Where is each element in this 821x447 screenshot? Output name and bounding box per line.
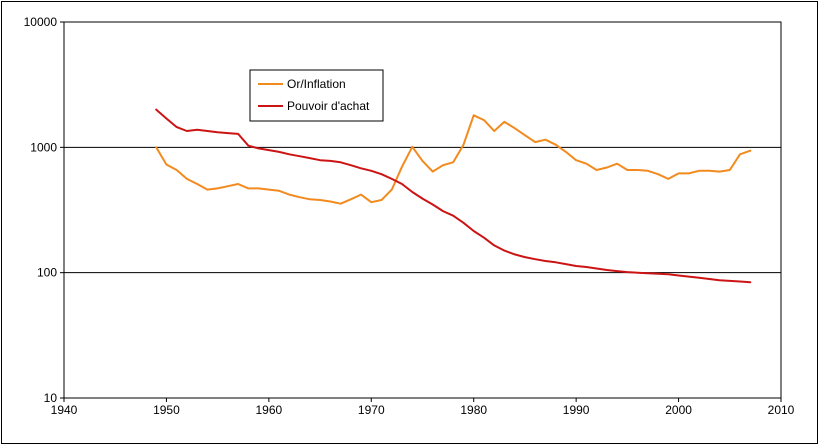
x-tick-label-1970: 1970 bbox=[358, 403, 385, 417]
x-tick-label-2000: 2000 bbox=[665, 403, 692, 417]
series-layer bbox=[155, 108, 752, 284]
x-tick-label-2010: 2010 bbox=[768, 403, 795, 417]
legend-label-or-inflation: Or/Inflation bbox=[287, 77, 346, 91]
y-tick-label-10: 10 bbox=[44, 391, 58, 405]
x-tick-label-1990: 1990 bbox=[563, 403, 590, 417]
x-tick-label-1940: 1940 bbox=[51, 403, 78, 417]
y-axis: 10 100 1000 10000 bbox=[24, 15, 64, 405]
x-tick-label-1950: 1950 bbox=[153, 403, 180, 417]
legend-box bbox=[249, 69, 384, 122]
series-line-pouvoir-d-achat bbox=[155, 108, 752, 284]
y-tick-label-1000: 1000 bbox=[30, 140, 57, 154]
x-tick-label-1980: 1980 bbox=[460, 403, 487, 417]
x-axis: 1940 1950 1960 1970 1980 1990 2000 2010 bbox=[51, 398, 795, 417]
y-tick-label-10000: 10000 bbox=[24, 15, 58, 29]
legend: Or/Inflation Pouvoir d'achat bbox=[249, 69, 384, 122]
y-tick-label-100: 100 bbox=[37, 266, 57, 280]
x-tick-label-1960: 1960 bbox=[256, 403, 283, 417]
plot-border bbox=[63, 21, 782, 399]
legend-label-pouvoir-achat: Pouvoir d'achat bbox=[287, 99, 370, 113]
series-line-or-inflation bbox=[155, 114, 752, 205]
plot-area bbox=[63, 21, 782, 399]
